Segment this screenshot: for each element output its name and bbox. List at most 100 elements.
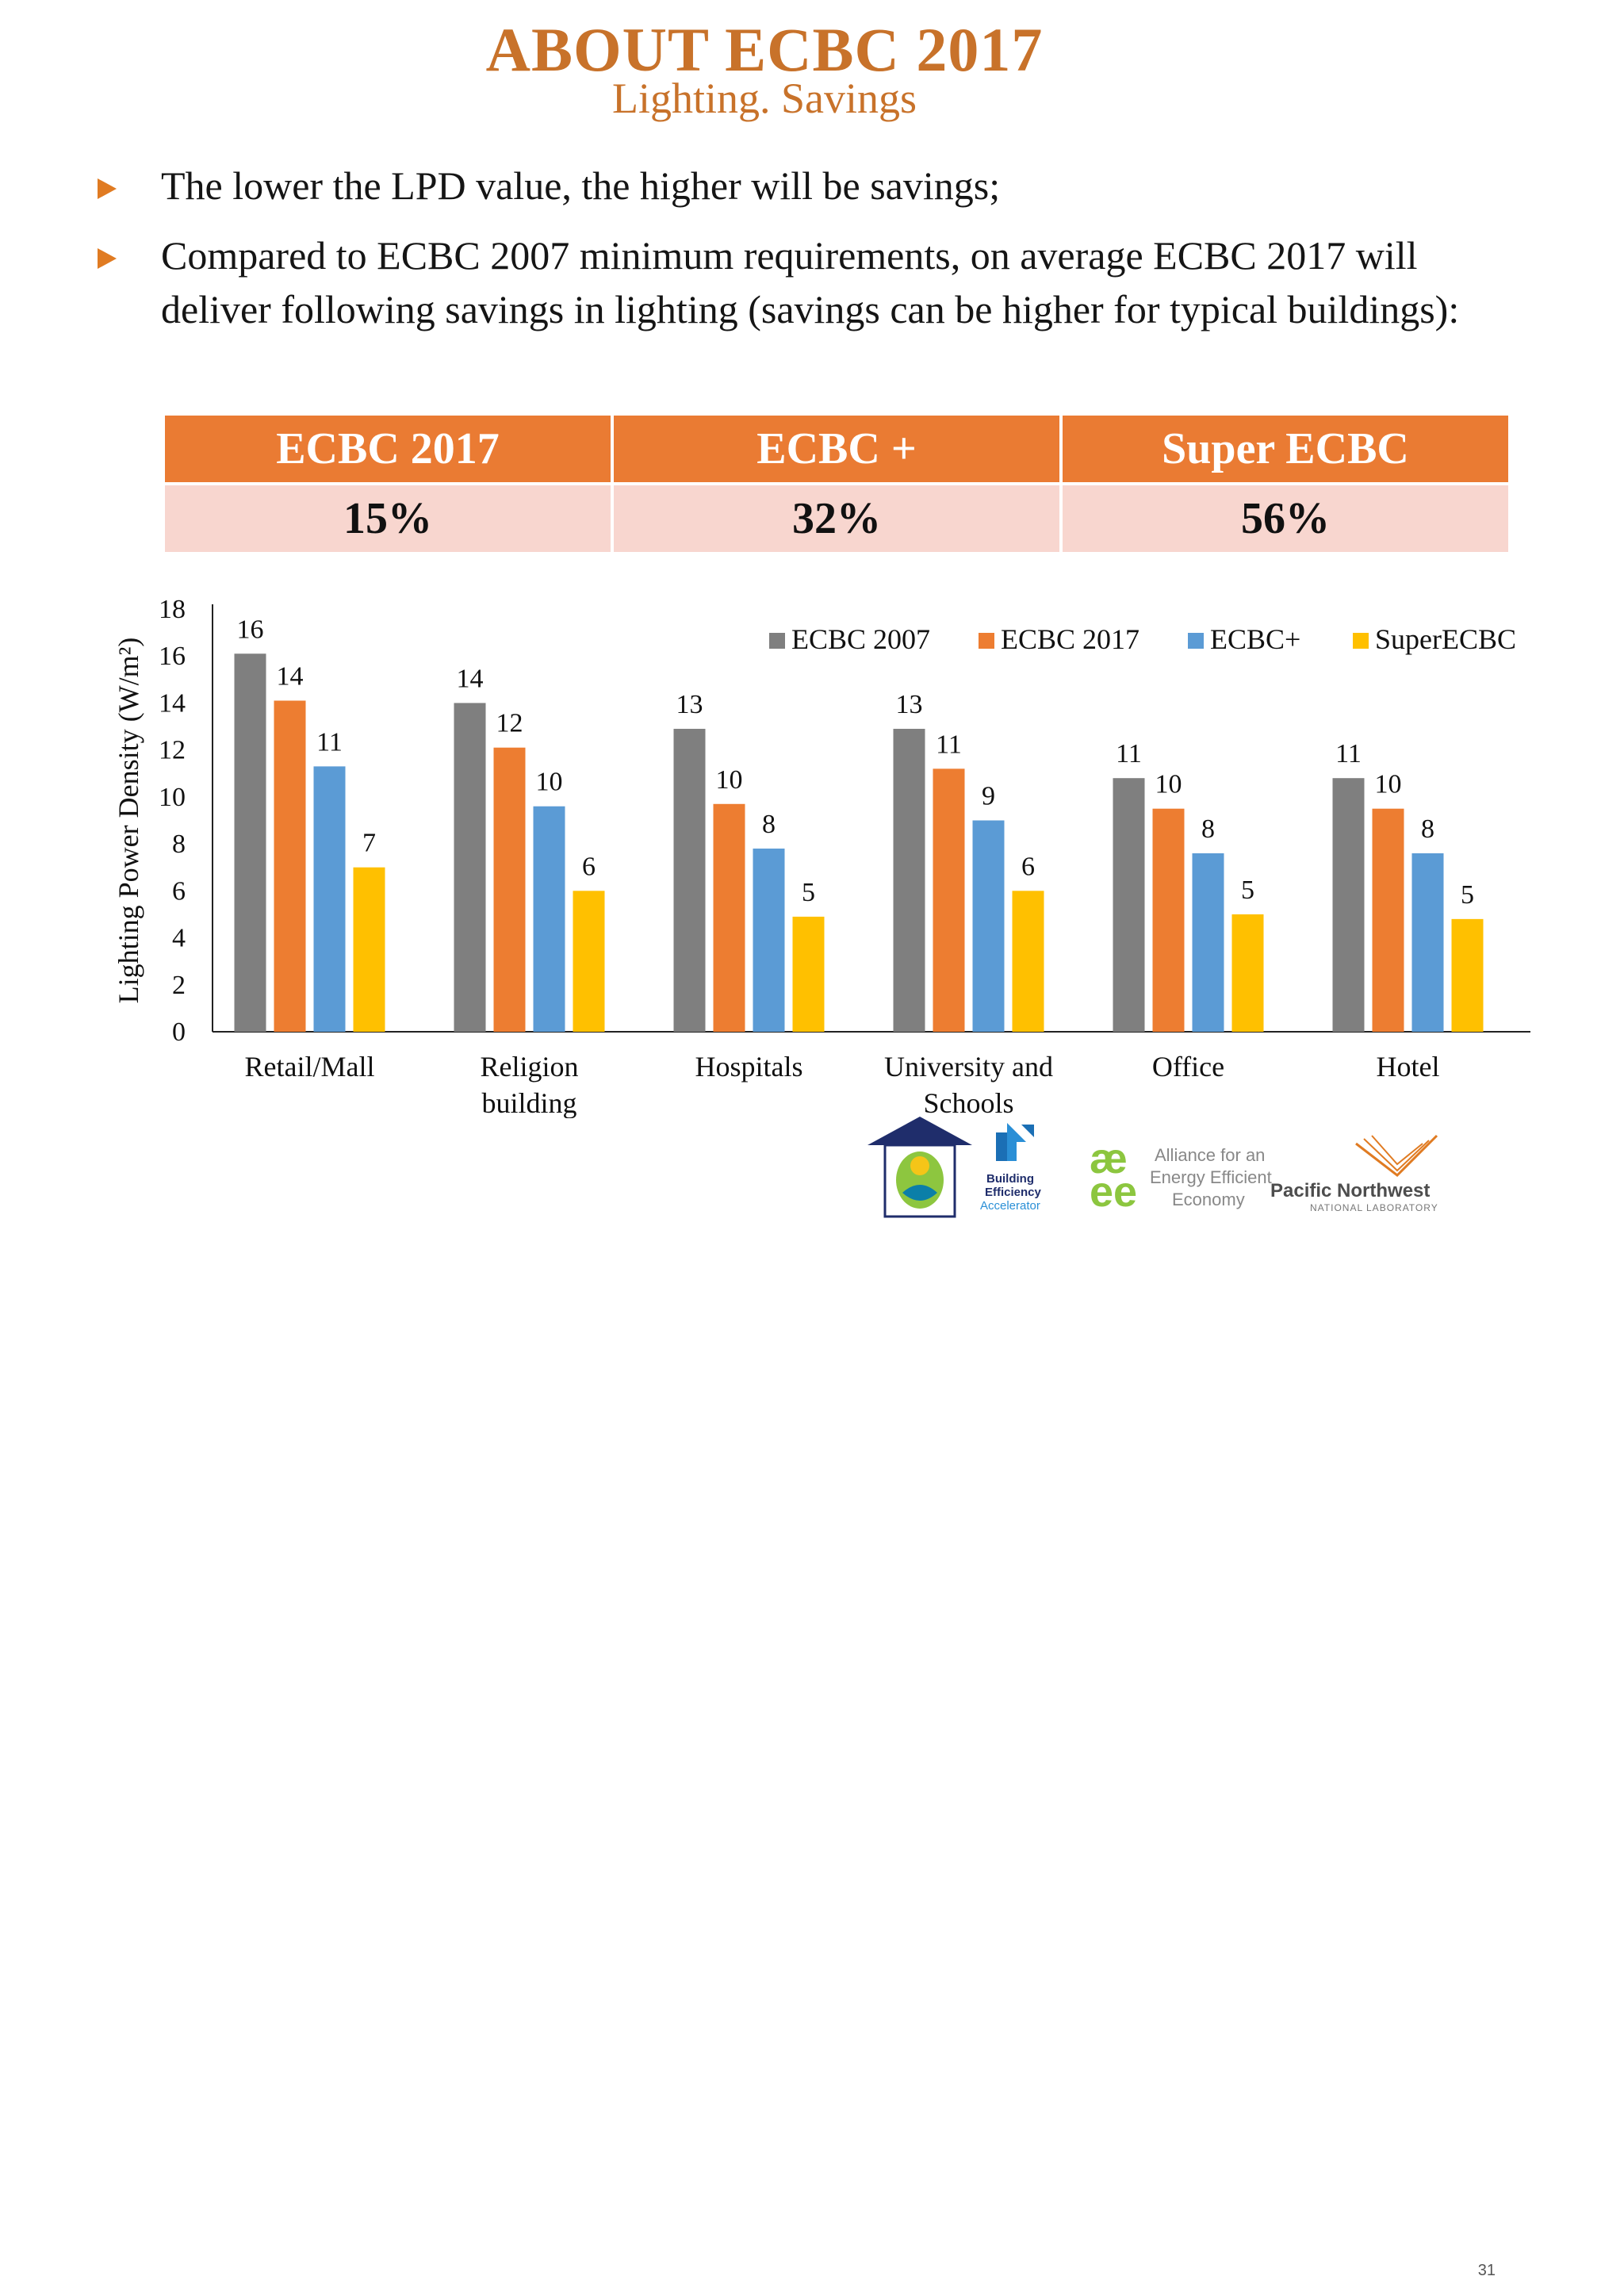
bar: [274, 700, 306, 1032]
bar: [972, 820, 1005, 1032]
data-label: 8: [762, 810, 776, 839]
bullet-text-1: The lower the LPD value, the higher will…: [161, 163, 1001, 208]
savings-value-super-ecbc: 56%: [1059, 482, 1511, 555]
footer-logos: Building Efficiency Accelerator æ ee Alli…: [0, 1110, 1624, 2279]
data-label: 14: [277, 661, 304, 691]
data-label: 10: [1155, 770, 1182, 799]
building-efficiency-accelerator-logo: [996, 1123, 1034, 1161]
y-tick-label: 0: [172, 1017, 186, 1047]
y-tick-label: 14: [159, 688, 186, 718]
bar: [1152, 808, 1185, 1032]
legend-entry: SuperECBC: [1375, 623, 1516, 655]
bar: [353, 867, 385, 1032]
x-category-label: Hotel: [1377, 1051, 1440, 1083]
bar: [1332, 778, 1365, 1032]
bar: [1231, 914, 1264, 1032]
bar: [1113, 778, 1145, 1032]
bar: [313, 766, 346, 1032]
pnnl-logo-name: Pacific Northwest: [1270, 1180, 1431, 1201]
legend-entry: ECBC 2017: [1001, 623, 1139, 655]
x-category-label: Retail/Mall: [245, 1051, 375, 1083]
bar: [933, 768, 965, 1032]
pnnl-logo-sub: NATIONAL LABORATORY: [1310, 1202, 1438, 1213]
data-label: 5: [1241, 876, 1254, 905]
bar: [792, 916, 825, 1032]
data-label: 12: [496, 709, 523, 738]
bea-logo-line-1: Building: [986, 1172, 1034, 1186]
savings-table-header-row: ECBC 2017 ECBC + Super ECBC: [162, 412, 1511, 485]
data-label: 6: [1021, 852, 1035, 881]
page-title: ABOUT ECBC 2017: [485, 15, 1044, 84]
bea-logo-line-3: Accelerator: [980, 1199, 1040, 1213]
bullet-icon: [98, 248, 117, 269]
y-tick-label: 18: [159, 595, 186, 624]
data-label: 13: [896, 690, 923, 719]
bar: [673, 729, 706, 1032]
bar: [1372, 808, 1404, 1032]
legend-entry: ECBC 2007: [791, 623, 930, 655]
savings-table: ECBC 2017 ECBC + Super ECBC 15% 32% 56%: [162, 412, 1511, 555]
y-tick-label: 12: [159, 736, 186, 765]
page-subtitle: Lighting. Savings: [611, 75, 917, 122]
y-tick-label: 10: [159, 783, 186, 812]
bar: [753, 849, 785, 1032]
bar: [1411, 853, 1444, 1032]
bea-logo-line-2: Efficiency: [985, 1186, 1041, 1199]
aeee-logo-mark: æ ee: [1090, 1135, 1138, 1216]
bar: [1192, 853, 1224, 1032]
data-label: 8: [1421, 814, 1434, 844]
legend-entry: ECBC+: [1210, 623, 1300, 655]
bullet-text-2: Compared to ECBC 2007 minimum requiremen…: [161, 233, 1460, 331]
data-label: 10: [1375, 770, 1402, 799]
data-label: 11: [1116, 739, 1142, 768]
bar: [454, 703, 486, 1032]
y-tick-label: 4: [172, 924, 186, 953]
legend-swatch: [1188, 633, 1204, 649]
y-axis-label: Lighting Power Density (W/m²): [113, 638, 144, 1004]
legend-swatch: [769, 633, 785, 649]
data-label: 14: [457, 664, 484, 693]
data-label: 8: [1201, 814, 1215, 844]
bar: [1012, 891, 1044, 1032]
aeee-logo-line-2: Energy Efficient: [1150, 1167, 1272, 1187]
legend-swatch: [979, 633, 994, 649]
bar: [713, 803, 745, 1032]
x-category-label: Office: [1152, 1051, 1224, 1083]
lpd-bar-chart: 0 2 4 6 8 10 12 14 16 18 Lighting Power Density (W…: [113, 595, 1530, 1118]
x-category-label: Religion: [481, 1051, 579, 1083]
savings-table-value-row: 15% 32% 56%: [162, 482, 1511, 555]
y-tick-label: 2: [172, 971, 186, 1000]
x-category-label: Hospitals: [695, 1051, 802, 1083]
data-label: 11: [936, 730, 962, 759]
bar: [533, 806, 565, 1032]
bar: [1451, 918, 1484, 1032]
data-label: 5: [1461, 880, 1474, 910]
bee-logo: [868, 1117, 972, 1218]
y-tick-label: 16: [159, 642, 186, 671]
savings-value-ecbc-plus: 32%: [611, 482, 1063, 555]
x-category-label: Schools: [923, 1087, 1013, 1118]
x-category-label: building: [481, 1087, 576, 1118]
pnnl-logo-mark: [1355, 1134, 1438, 1177]
data-label: 11: [1335, 739, 1362, 768]
aeee-logo-line-3: Economy: [1172, 1190, 1245, 1209]
data-label: 7: [362, 829, 376, 858]
page-number: 31: [1477, 2262, 1496, 2279]
y-tick-label: 6: [172, 876, 186, 906]
savings-header-super-ecbc: Super ECBC: [1059, 412, 1511, 485]
data-label: 11: [316, 727, 343, 757]
data-label: 10: [716, 765, 743, 795]
y-tick-label: 8: [172, 830, 186, 859]
bar: [573, 891, 605, 1032]
data-label: 5: [802, 878, 815, 907]
data-label: 16: [237, 615, 264, 644]
data-label: 13: [676, 690, 703, 719]
aeee-logo-line-1: Alliance for an: [1155, 1145, 1266, 1165]
savings-header-ecbc-plus: ECBC +: [611, 412, 1063, 485]
bar: [493, 747, 526, 1032]
bar: [234, 653, 266, 1032]
bullet-icon: [98, 178, 117, 199]
bar: [893, 729, 925, 1032]
savings-value-ecbc2017: 15%: [162, 482, 614, 555]
legend-swatch: [1353, 633, 1369, 649]
